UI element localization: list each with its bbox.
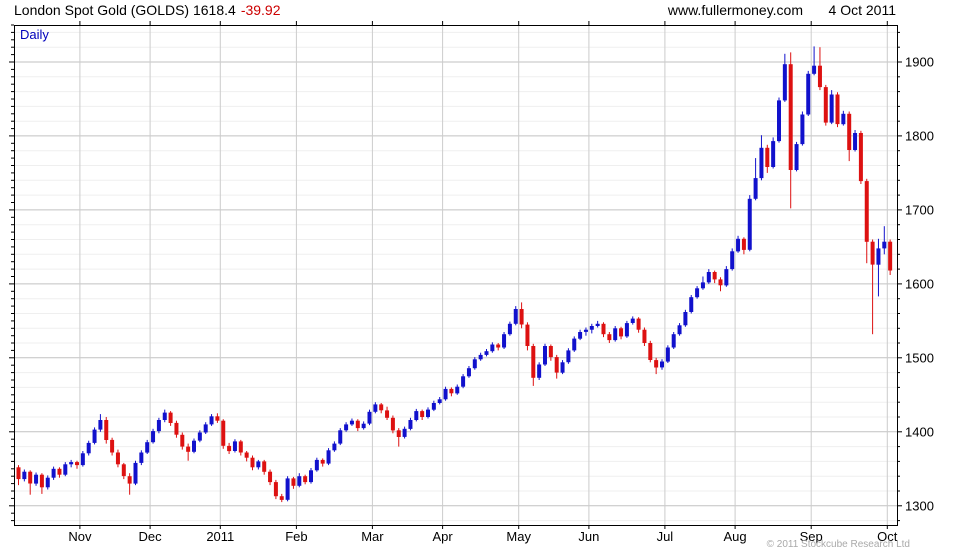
copyright-notice: © 2011 Stockcube Research Ltd	[766, 539, 910, 550]
x-axis-label: Nov	[68, 529, 92, 544]
y-axis-label: 1900	[905, 55, 934, 70]
chart-title: London Spot Gold (GOLDS) 1618.4 -39.92	[14, 2, 281, 18]
y-axis-label: 1300	[905, 498, 934, 513]
plot-border	[14, 25, 898, 526]
y-axis-label: 1600	[905, 276, 934, 291]
x-axis-label: Jun	[578, 529, 599, 544]
x-axis-label: Feb	[285, 529, 307, 544]
instrument-and-price: London Spot Gold (GOLDS) 1618.4	[14, 2, 236, 18]
x-axis-label: 2011	[206, 529, 234, 544]
y-axis-label: 1800	[905, 128, 934, 143]
website-label: www.fullermoney.com	[667, 2, 803, 18]
x-axis-label: May	[506, 529, 531, 544]
x-axis-label: Oct	[877, 529, 898, 544]
candlestick-series	[16, 46, 893, 503]
x-axis-label: Jul	[657, 529, 674, 544]
x-axis-label: Mar	[361, 529, 384, 544]
date-label: 4 Oct 2011	[828, 2, 896, 18]
y-axis-label: 1500	[905, 350, 934, 365]
y-axis-label: 1700	[905, 202, 934, 217]
period-label: Daily	[20, 27, 49, 42]
y-axis-label: 1400	[905, 424, 934, 439]
x-axis-label: Sep	[800, 529, 823, 544]
price-change: -39.92	[240, 2, 281, 18]
x-axis-label: Dec	[139, 529, 163, 544]
x-axis-label: Aug	[724, 529, 747, 544]
x-axis-label: Apr	[432, 529, 453, 544]
